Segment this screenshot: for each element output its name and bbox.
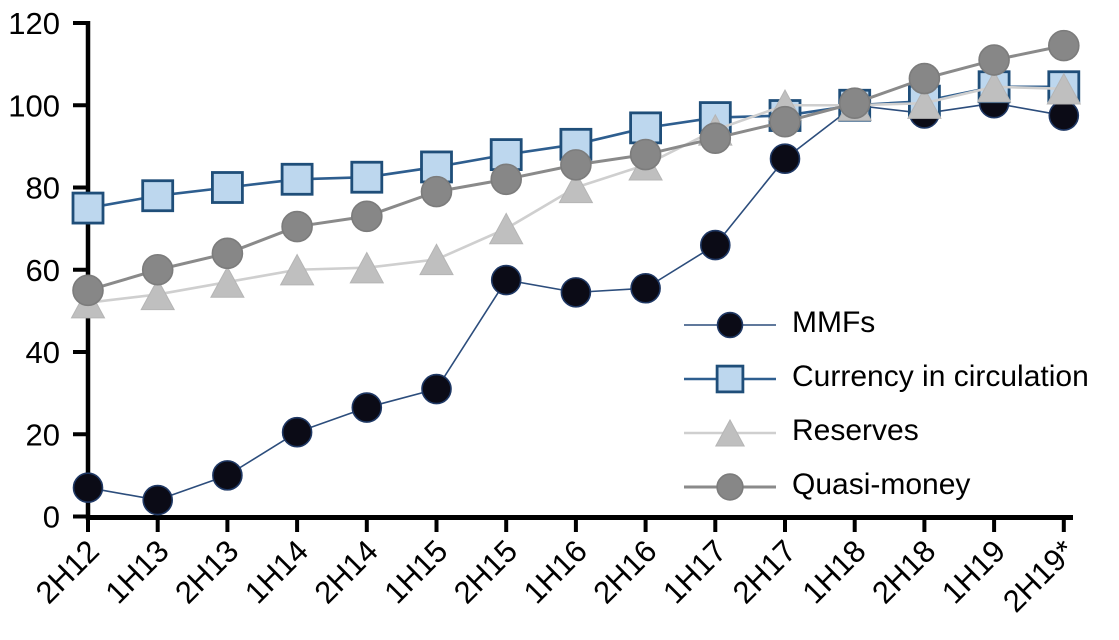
y-tick-label-60: 60 (26, 253, 60, 288)
point-mmfs-2h15 (490, 264, 522, 296)
x-tick-label-1h18: 1H18 (795, 533, 872, 610)
x-tick-label-2h13: 2H13 (168, 533, 245, 610)
x-tick-label-2h12: 2H12 (29, 533, 106, 610)
legend-item-mmfs: MMFs (680, 298, 1089, 352)
point-currency-in-circulation-2h12 (71, 191, 105, 225)
legend-item-quasi-money: Quasi-money (680, 460, 1089, 514)
legend-marker-mmfs (684, 311, 776, 339)
y-tick-label-0: 0 (43, 500, 60, 535)
point-mmfs-2h16 (630, 272, 661, 304)
legend-item-reserves: Reserves (680, 406, 1089, 460)
legend-item-currency-in-circulation: Currency in circulation (680, 352, 1089, 406)
point-mmfs-2h17 (769, 143, 801, 175)
point-reserves-1h14 (279, 253, 315, 286)
chart-legend: MMFs Currency in circulation Reserves Qu… (680, 298, 1089, 514)
legend-marker-reserves (684, 418, 776, 447)
legend-glyph-quasi-money (716, 473, 744, 501)
point-quasi-money-1h15 (420, 175, 453, 208)
series-group (70, 29, 1082, 516)
point-reserves-2h18 (907, 86, 942, 119)
x-tick-label-2h14: 2H14 (308, 533, 385, 610)
legend-label-quasi-money: Quasi-money (792, 468, 971, 501)
legend-glyph-mmfs (716, 311, 744, 339)
point-quasi-money-1h19 (978, 44, 1010, 76)
point-mmfs-1h13 (142, 484, 173, 516)
point-reserves-1h16 (558, 171, 594, 204)
point-mmfs-2h13 (212, 460, 243, 491)
point-quasi-money-2h13 (211, 237, 244, 270)
point-currency-in-circulation-1h13 (141, 179, 175, 213)
point-mmfs-1h17 (699, 229, 731, 261)
series-quasi-money (72, 29, 1080, 307)
x-tick-label-1h13: 1H13 (98, 533, 175, 610)
y-tick-label-40: 40 (26, 335, 60, 370)
point-currency-in-circulation-2h15 (489, 138, 523, 172)
point-mmfs-1h14 (281, 416, 313, 448)
x-tick-label-2h18: 2H18 (865, 533, 942, 610)
x-tick-label-1h16: 1H16 (517, 533, 594, 610)
point-mmfs-1h16 (560, 277, 592, 308)
legend-label-reserves: Reserves (792, 414, 919, 447)
legend-label-currency-in-circulation: Currency in circulation (792, 360, 1089, 393)
legend-marker-quasi-money (684, 473, 776, 501)
point-quasi-money-1h16 (560, 149, 592, 181)
point-reserves-2h14 (349, 251, 385, 284)
point-mmfs-2h14 (351, 392, 383, 423)
point-reserves-1h19 (976, 70, 1012, 103)
point-currency-in-circulation-2h16 (629, 111, 662, 145)
legend-marker-currency-in-circulation (684, 364, 776, 394)
legend-glyph-currency-in-circulation (715, 364, 745, 394)
point-quasi-money-2h12 (72, 274, 104, 307)
x-tick-label-1h15: 1H15 (377, 533, 454, 610)
x-tick-label-1h17: 1H17 (656, 533, 733, 610)
point-reserves-2h15 (488, 212, 524, 245)
point-currency-in-circulation-2h14 (350, 160, 384, 194)
x-tick-label-2h17: 2H17 (726, 533, 803, 610)
point-quasi-money-1h18 (838, 87, 871, 119)
point-reserves-1h13 (140, 278, 176, 311)
x-tick-label-1h14: 1H14 (238, 533, 315, 610)
point-quasi-money-1h14 (281, 210, 313, 243)
point-quasi-money-1h17 (699, 122, 732, 154)
point-reserves-2h13 (210, 265, 245, 298)
legend-glyph-reserves (714, 418, 746, 447)
point-mmfs-1h15 (421, 373, 452, 405)
x-tick-label-2h15: 2H15 (447, 533, 524, 610)
y-tick-label-80: 80 (26, 171, 60, 206)
point-mmfs-2h19 (1048, 100, 1080, 131)
legend-label-mmfs: MMFs (792, 306, 876, 339)
point-reserves-2h19 (1046, 72, 1082, 105)
y-tick-label-120: 120 (8, 6, 60, 41)
point-quasi-money-2h15 (490, 163, 523, 196)
x-tick-label-2h16: 2H16 (586, 533, 663, 610)
x-tick-label-2h19: 2H19* (996, 533, 1082, 619)
point-quasi-money-2h18 (908, 62, 941, 95)
point-reserves-1h15 (419, 243, 454, 276)
point-quasi-money-2h19 (1048, 29, 1080, 62)
point-currency-in-circulation-1h14 (280, 162, 314, 196)
point-quasi-money-2h14 (350, 200, 383, 233)
point-quasi-money-2h17 (769, 105, 801, 138)
point-currency-in-circulation-2h13 (210, 171, 244, 204)
point-quasi-money-2h16 (629, 138, 662, 171)
point-mmfs-2h12 (72, 472, 104, 504)
point-quasi-money-1h13 (141, 253, 174, 286)
y-tick-label-100: 100 (8, 88, 60, 123)
y-tick-label-20: 20 (26, 417, 60, 452)
